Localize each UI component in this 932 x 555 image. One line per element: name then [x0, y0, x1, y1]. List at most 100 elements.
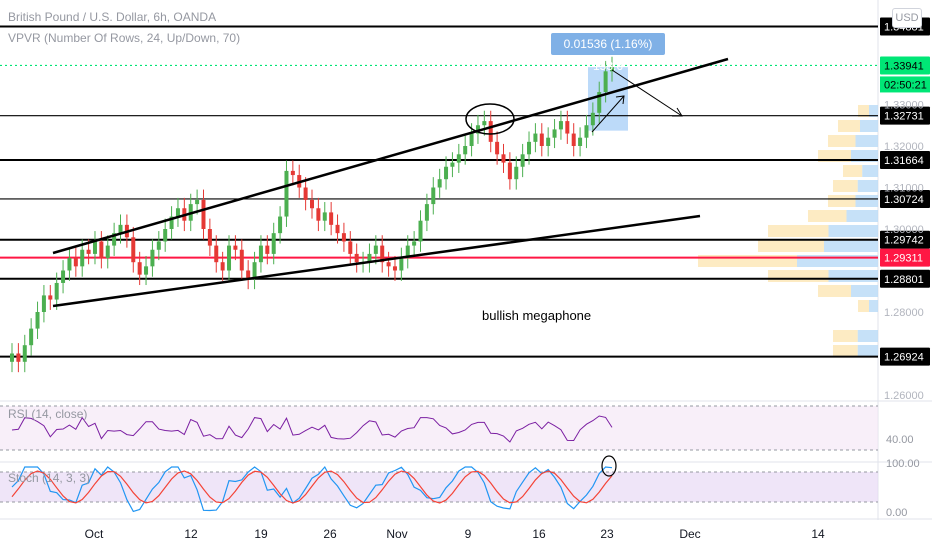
- candle-body: [86, 249, 91, 254]
- candle-body: [99, 241, 104, 259]
- candle-body: [341, 233, 346, 242]
- candle-body: [552, 129, 557, 138]
- time-tick-label: Dec: [679, 527, 700, 541]
- candle-body: [558, 121, 563, 130]
- countdown-label: 02:50:21: [884, 79, 927, 91]
- time-tick-label: 26: [323, 527, 337, 541]
- vpvr-bar-up: [833, 330, 858, 342]
- price-tick-label: 1.33000: [884, 100, 924, 112]
- up-arrow-head: [615, 95, 625, 105]
- vpvr-bar-up: [843, 165, 863, 177]
- level-label-bg: [880, 56, 930, 75]
- candle-body: [399, 258, 404, 271]
- vpvr-bar-up: [828, 195, 856, 207]
- price-tick-label: 1.30000: [884, 224, 924, 236]
- vpvr-indicator-label[interactable]: VPVR (Number Of Rows, 24, Up/Down, 70): [8, 31, 241, 45]
- level-label: 1.33941: [884, 60, 924, 72]
- vpvr-bar-down: [828, 270, 878, 282]
- level-label: 1.28801: [884, 274, 924, 286]
- candle-body: [131, 237, 136, 263]
- candle-body: [41, 295, 46, 312]
- candle-body: [610, 67, 614, 72]
- candle-body: [252, 262, 257, 279]
- candle-body: [246, 270, 251, 279]
- vpvr-bar-down: [857, 345, 878, 357]
- price-tick-label: 1.28000: [884, 307, 924, 319]
- level-label-bg: [880, 347, 930, 366]
- candle-body: [163, 229, 168, 242]
- candle-body: [271, 233, 276, 254]
- candle-body: [73, 258, 78, 267]
- candle-body: [227, 245, 232, 271]
- rsi-label[interactable]: RSI (14, close): [8, 407, 88, 421]
- candle-body: [501, 154, 506, 163]
- candle-body: [495, 141, 500, 155]
- candle-body: [482, 121, 487, 126]
- currency-button[interactable]: USD: [892, 8, 922, 28]
- lower-trendline: [52, 214, 701, 308]
- vpvr-bar-down: [869, 300, 878, 312]
- vpvr-bar-up: [768, 225, 829, 237]
- candle-body: [156, 241, 161, 250]
- candle-body: [220, 262, 225, 271]
- vpvr-bar-up: [768, 270, 829, 282]
- candle-body: [565, 121, 570, 134]
- price-tick-label: 1.26000: [884, 390, 924, 402]
- stoch-highlight-circle: [601, 455, 617, 477]
- vpvr-bar-up: [808, 210, 847, 222]
- level-label-bg: [880, 269, 930, 288]
- candle-body: [437, 179, 442, 188]
- price-tick-label: 1.31000: [884, 183, 924, 195]
- candle-body: [48, 295, 53, 300]
- rsi-line: [11, 415, 613, 443]
- vpvr-bar-down: [824, 240, 878, 252]
- level-label: 1.26924: [884, 352, 924, 364]
- level-label: 1.32731: [884, 111, 924, 123]
- level-label: 1.30724: [884, 194, 924, 206]
- candle-body: [175, 208, 180, 217]
- time-tick-label: 9: [465, 527, 472, 541]
- stoch-label[interactable]: Stoch (14, 3, 3): [8, 471, 91, 485]
- candle-body: [316, 208, 321, 221]
- candle-body: [303, 187, 308, 200]
- countdown-bg: [880, 76, 930, 93]
- vpvr-bar-up: [858, 300, 869, 312]
- candle-body: [169, 216, 174, 229]
- time-tick-label: 14: [811, 527, 825, 541]
- candle-body: [354, 253, 359, 263]
- candle-body: [520, 154, 525, 167]
- level-label-bg: [880, 106, 930, 125]
- candle-body: [533, 133, 538, 142]
- candle-body: [105, 245, 110, 259]
- candle-body: [444, 166, 449, 180]
- projection-arrowhead: [672, 107, 683, 117]
- candle-body: [214, 245, 219, 263]
- vpvr-bar-down: [857, 180, 878, 192]
- candle-body: [539, 133, 544, 146]
- candle-body: [450, 162, 455, 167]
- candle-body: [463, 146, 468, 155]
- candle-body: [386, 262, 391, 267]
- stoch-d-line: [11, 470, 613, 504]
- vpvr-bar-up: [838, 120, 860, 132]
- candle-body: [380, 245, 385, 263]
- time-tick-label: 23: [600, 527, 614, 541]
- chart-title: British Pound / U.S. Dollar, 6h, OANDA: [8, 10, 217, 24]
- candle-body: [488, 121, 493, 142]
- candle-body: [578, 137, 583, 146]
- candle-body: [92, 241, 97, 254]
- rsi-axis-label: 40.00: [886, 434, 914, 446]
- candle-body: [322, 212, 327, 221]
- candle-body: [584, 125, 589, 138]
- price-tick-label: 1.32000: [884, 141, 924, 153]
- candle-body: [590, 112, 595, 126]
- candle-body: [367, 253, 372, 263]
- time-tick-label: Oct: [85, 527, 104, 541]
- candle-body: [475, 125, 480, 134]
- vpvr-bar-down: [862, 165, 878, 177]
- candle-body: [348, 241, 353, 254]
- measure-tooltip: 0.01536 (1.16%) 153.6: [551, 33, 665, 73]
- candle-body: [392, 266, 397, 271]
